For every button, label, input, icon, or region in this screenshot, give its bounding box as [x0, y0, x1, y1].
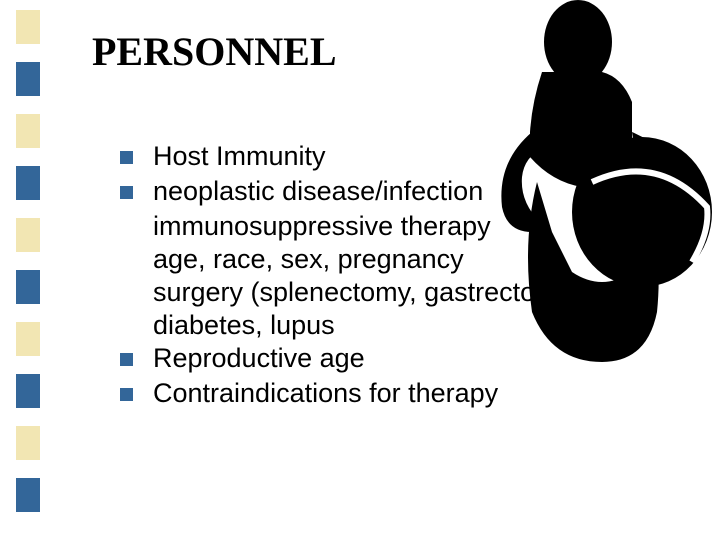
- bullet-icon: [120, 353, 133, 366]
- bullet-text: neoplastic disease/infection: [153, 175, 483, 208]
- sidebar-block: [16, 322, 40, 356]
- sidebar-block: [16, 10, 40, 44]
- list-item: Reproductive age: [120, 342, 660, 375]
- bullet-text: Host Immunity: [153, 140, 326, 173]
- sidebar-block: [16, 62, 40, 96]
- bullet-text: Reproductive age: [153, 342, 365, 375]
- sidebar-block: [16, 114, 40, 148]
- sidebar-block: [16, 166, 40, 200]
- bullet-text: Contraindications for therapy: [153, 377, 498, 410]
- sidebar-block: [16, 374, 40, 408]
- sidebar-block: [16, 426, 40, 460]
- page-title: PERSONNEL: [92, 28, 337, 75]
- sub-line: surgery (splenectomy, gastrectomy): [153, 276, 660, 309]
- bullet-icon: [120, 186, 133, 199]
- bullet-icon: [120, 388, 133, 401]
- bullet-list: Host Immunity neoplastic disease/infecti…: [120, 140, 660, 412]
- sub-line: diabetes, lupus: [153, 309, 660, 342]
- sidebar-block: [16, 478, 40, 512]
- sidebar-decoration: [0, 0, 42, 540]
- sidebar-block: [16, 218, 40, 252]
- sub-line: immunosuppressive therapy: [153, 210, 660, 243]
- sub-line: age, race, sex, pregnancy: [153, 243, 660, 276]
- bullet-icon: [120, 151, 133, 164]
- list-item: Host Immunity: [120, 140, 660, 173]
- list-item: Contraindications for therapy: [120, 377, 660, 410]
- list-item: neoplastic disease/infection: [120, 175, 660, 208]
- sidebar-block: [16, 270, 40, 304]
